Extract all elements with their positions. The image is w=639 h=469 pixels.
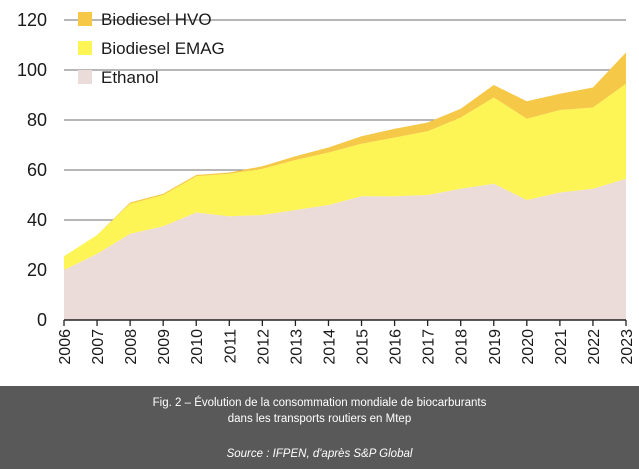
x-tick-label: 2008 [123,329,140,365]
x-tick-label: 2009 [156,329,173,365]
x-tick-label: 2022 [586,329,603,365]
x-tick-label: 2018 [454,329,471,365]
y-tick-label: 100 [17,60,47,80]
y-tick-label: 120 [17,10,47,30]
x-tick-label: 2012 [255,329,272,365]
legend: Biodiesel HVO Biodiesel EMAG Ethanol [78,10,225,87]
legend-label: Ethanol [101,68,159,87]
chart-area: 2006 2007 2008 2009 2010 2011 2012 2013 2014 2015… [16,10,636,365]
x-tick-label: 2021 [553,329,570,365]
area-series-biodiesel-emag [64,83,626,270]
legend-entry-biodiesel-emag: Biodiesel EMAG [78,39,225,58]
caption-line-2: dans les transports routiers en Mtep [227,413,412,425]
x-tick-label: 2020 [520,329,537,365]
legend-entry-biodiesel-hvo: Biodiesel HVO [78,10,212,29]
caption-band: Fig. 2 – Évolution de la consommation mo… [0,386,639,469]
legend-label: Biodiesel HVO [101,10,212,29]
legend-swatch [78,12,92,26]
x-tick-label: 2017 [421,329,438,365]
x-tick-label: 2010 [189,329,206,365]
legend-swatch [78,41,92,55]
caption-source: Source : IFPEN, d'après S&P Global [226,448,413,460]
x-tick-label: 2007 [90,329,107,365]
y-tick-label: 40 [27,210,47,230]
y-tick-label: 80 [27,110,47,130]
x-tick-label: 2006 [57,329,74,365]
legend-swatch [78,70,92,84]
x-tick-label: 2011 [222,329,239,364]
x-tick-label: 2016 [388,329,405,365]
legend-entry-ethanol: Ethanol [78,68,159,87]
x-tick-label: 2015 [355,329,372,365]
biocarburants-area-chart: 2006 2007 2008 2009 2010 2011 2012 2013 2014 2015… [17,10,636,365]
area-layer [64,52,626,320]
area-series-ethanol [64,178,626,320]
y-tick-label: 60 [27,160,47,180]
x-tick-label: 2014 [321,329,338,365]
y-tick-label: 0 [37,310,47,330]
x-tick-label: 2013 [288,329,305,365]
y-tick-label: 20 [27,260,47,280]
caption-line-1: Fig. 2 – Évolution de la consommation mo… [152,397,487,409]
axis-layer: 2006 2007 2008 2009 2010 2011 2012 2013 2014 2015… [17,10,636,365]
x-tick-label: 2019 [487,329,504,365]
x-tick-label: 2023 [619,329,636,365]
legend-label: Biodiesel EMAG [101,39,225,58]
